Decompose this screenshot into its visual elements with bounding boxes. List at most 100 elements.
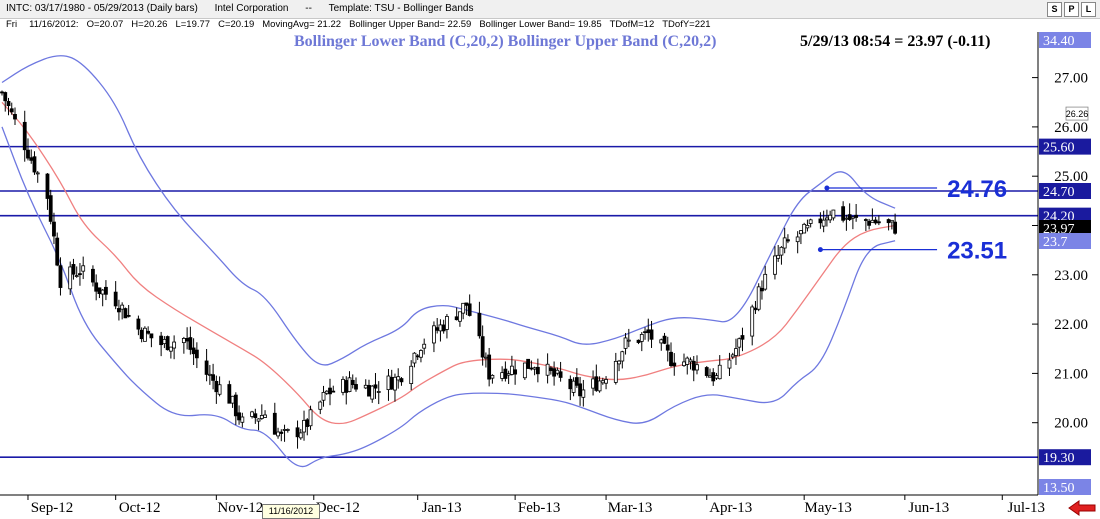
bollinger-band-line bbox=[1, 126, 896, 468]
candle-body bbox=[386, 375, 391, 391]
info-high: H=20.26 bbox=[131, 19, 168, 30]
p-button[interactable]: P bbox=[1064, 2, 1079, 17]
candle-body bbox=[305, 419, 310, 427]
candle-body bbox=[509, 365, 514, 375]
candle-body bbox=[578, 383, 582, 397]
left-arrow-icon[interactable] bbox=[1068, 500, 1096, 516]
candle-body bbox=[555, 369, 560, 374]
candle-body bbox=[227, 384, 232, 404]
price-box bbox=[1039, 449, 1091, 466]
y-tick-label: 23.00 bbox=[1054, 268, 1088, 284]
candle-body bbox=[276, 431, 280, 437]
candle-body bbox=[113, 291, 118, 307]
candle-body bbox=[503, 368, 508, 379]
candle-body bbox=[581, 389, 586, 398]
info-low: L=19.77 bbox=[175, 19, 211, 30]
candle-body bbox=[233, 394, 238, 417]
price-box bbox=[1039, 138, 1091, 155]
candle-body bbox=[799, 230, 803, 235]
candle-body bbox=[71, 264, 76, 275]
candle-body bbox=[419, 350, 423, 358]
x-tick-label: Sep-12 bbox=[31, 500, 74, 516]
price-box bbox=[1039, 233, 1091, 249]
candle-body bbox=[672, 362, 677, 367]
candle-body bbox=[331, 390, 336, 393]
candle-body bbox=[435, 327, 440, 331]
candle-body bbox=[318, 401, 323, 410]
candle-body bbox=[779, 246, 784, 256]
x-tick-label: Nov-12 bbox=[217, 500, 263, 516]
candle-body bbox=[259, 415, 264, 419]
candle-body bbox=[458, 311, 462, 322]
y-tick-label: 27.00 bbox=[1054, 71, 1088, 87]
candle-body bbox=[604, 379, 608, 384]
candle-body bbox=[181, 338, 186, 344]
info-tdofm: TDofM=12 bbox=[609, 19, 655, 30]
candle-body bbox=[100, 289, 105, 295]
candle-body bbox=[727, 359, 732, 369]
candle-body bbox=[665, 344, 670, 351]
candle-body bbox=[3, 92, 8, 102]
candle-body bbox=[454, 316, 459, 321]
candle-body bbox=[22, 121, 27, 151]
candle-body bbox=[185, 338, 190, 342]
candle-body bbox=[552, 368, 557, 377]
candle-body bbox=[886, 219, 891, 224]
candle-body bbox=[597, 380, 602, 392]
candle-body bbox=[763, 273, 768, 290]
l-button[interactable]: L bbox=[1081, 2, 1096, 17]
marker-label-box bbox=[1065, 106, 1089, 121]
candle-body bbox=[324, 390, 329, 394]
price-box bbox=[1039, 479, 1091, 495]
candle-body bbox=[302, 419, 306, 433]
moving-average-line bbox=[1, 101, 896, 425]
candle-body bbox=[159, 335, 164, 346]
candle-body bbox=[354, 384, 358, 390]
x-tick-label: Feb-13 bbox=[518, 500, 561, 516]
candle-body bbox=[464, 302, 469, 306]
bollinger-bands bbox=[1, 55, 896, 468]
candle-body bbox=[204, 360, 209, 375]
candle-body bbox=[6, 101, 11, 107]
candle-body bbox=[441, 324, 446, 332]
candle-body bbox=[844, 217, 849, 220]
candle-body bbox=[94, 282, 99, 292]
candle-body bbox=[399, 378, 404, 383]
candle-body bbox=[760, 287, 764, 292]
candle-body bbox=[802, 223, 807, 234]
candle-body bbox=[750, 306, 755, 337]
candle-body bbox=[850, 216, 855, 219]
band-legend: Bollinger Lower Band (C,20,2) Bollinger … bbox=[294, 33, 717, 50]
candle-body bbox=[396, 376, 401, 381]
candle-body bbox=[756, 286, 761, 310]
candle-body bbox=[737, 338, 742, 348]
candle-body bbox=[639, 334, 644, 342]
candle-body bbox=[136, 318, 141, 330]
price-box bbox=[1039, 220, 1091, 236]
candle-body bbox=[558, 371, 563, 378]
candle-body bbox=[279, 431, 284, 434]
candle-body bbox=[295, 427, 300, 438]
candle-body bbox=[685, 357, 690, 365]
candle-body bbox=[253, 413, 258, 419]
info-close: C=20.19 bbox=[218, 19, 255, 30]
window-buttons: S P L bbox=[1047, 2, 1096, 17]
candle-body bbox=[298, 432, 303, 439]
candle-body bbox=[818, 218, 823, 224]
candle-body bbox=[45, 173, 50, 199]
s-button[interactable]: S bbox=[1047, 2, 1062, 17]
candle-body bbox=[194, 349, 199, 359]
candle-body bbox=[363, 384, 368, 389]
candle-body bbox=[535, 366, 540, 375]
candle-body bbox=[708, 375, 712, 378]
candle-body bbox=[867, 220, 872, 226]
candle-body bbox=[146, 330, 151, 334]
candle-body bbox=[438, 324, 443, 332]
candle-body bbox=[734, 348, 738, 356]
candle-body bbox=[688, 359, 693, 363]
crosshair-date-flag: 11/16/2012 bbox=[262, 504, 320, 519]
candle-body bbox=[0, 91, 4, 94]
price-box bbox=[1039, 207, 1091, 224]
candle-body bbox=[591, 378, 595, 389]
